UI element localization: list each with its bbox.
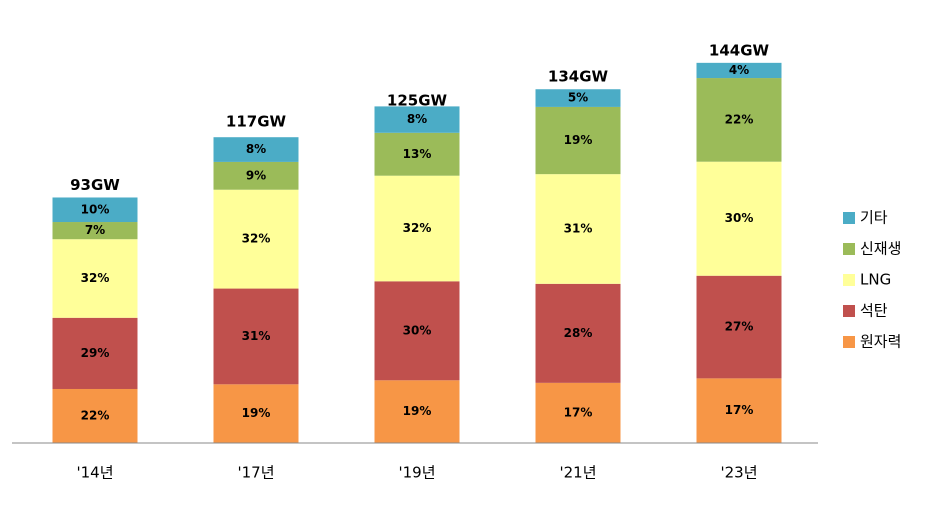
bar-segment <box>52 317 138 389</box>
total-label: 144GW <box>709 41 770 59</box>
total-label: 125GW <box>387 92 448 110</box>
x-tick-label: '21년 <box>559 464 596 482</box>
legend-label: 원자력 <box>860 333 901 351</box>
legend-label: LNG <box>860 271 891 289</box>
legend-swatch <box>843 274 855 286</box>
data-label: 19% <box>564 133 593 147</box>
legend-label: 신재생 <box>860 240 901 258</box>
data-label: 32% <box>403 221 432 235</box>
data-label: 5% <box>568 91 588 105</box>
data-label: 30% <box>403 323 432 337</box>
bar-segment <box>374 132 460 176</box>
data-label: 10% <box>81 202 110 216</box>
legend-label: 석탄 <box>860 302 888 320</box>
bar-segment <box>374 175 460 282</box>
data-label: 22% <box>81 408 110 422</box>
bar-segment <box>213 384 299 443</box>
bar-segment <box>52 239 138 318</box>
bar-segment <box>696 78 782 162</box>
bar-segment <box>535 89 621 107</box>
x-tick-label: '14년 <box>76 464 113 482</box>
data-label: 13% <box>403 147 432 161</box>
data-label: 32% <box>242 232 271 246</box>
data-label: 19% <box>242 406 271 420</box>
bar-segment <box>535 382 621 443</box>
total-label: 134GW <box>548 68 609 86</box>
data-label: 8% <box>407 112 427 126</box>
legend-swatch <box>843 305 855 317</box>
x-tick-label: '17년 <box>237 464 274 482</box>
bar-segment <box>696 378 782 443</box>
data-label: 30% <box>725 211 754 225</box>
data-label: 22% <box>725 112 754 126</box>
legend-swatch <box>843 243 855 255</box>
data-label: 29% <box>81 346 110 360</box>
data-label: 31% <box>564 221 593 235</box>
bar-segment <box>213 161 299 190</box>
bar-segment <box>696 62 782 79</box>
data-label: 17% <box>564 405 593 419</box>
x-tick-label: '19년 <box>398 464 435 482</box>
bar-segment <box>213 189 299 289</box>
bar-segment <box>213 137 299 162</box>
bar-segment <box>374 281 460 381</box>
data-label: 8% <box>246 142 266 156</box>
data-label: 4% <box>729 63 749 77</box>
bar-segment <box>374 380 460 443</box>
data-label: 9% <box>246 168 266 182</box>
data-label: 27% <box>725 320 754 334</box>
bar-segment <box>535 174 621 284</box>
bar-segment <box>374 106 460 133</box>
data-label: 31% <box>242 329 271 343</box>
data-label: 17% <box>725 403 754 417</box>
x-tick-label: '23년 <box>720 464 757 482</box>
bar-segment <box>52 388 138 443</box>
total-label: 117GW <box>226 113 287 131</box>
bar-segment <box>696 161 782 276</box>
data-label: 32% <box>81 271 110 285</box>
data-label: 7% <box>85 223 105 237</box>
bar-segment <box>52 222 138 240</box>
legend-swatch <box>843 212 855 224</box>
legend-label: 기타 <box>860 209 888 227</box>
total-label: 93GW <box>70 176 120 194</box>
data-label: 19% <box>403 404 432 418</box>
bar-segment <box>52 197 138 223</box>
bar-segment <box>535 283 621 383</box>
bar-segment <box>696 275 782 379</box>
data-label: 28% <box>564 326 593 340</box>
bar-segment <box>535 106 621 175</box>
legend-swatch <box>843 336 855 348</box>
bar-segment <box>213 288 299 385</box>
